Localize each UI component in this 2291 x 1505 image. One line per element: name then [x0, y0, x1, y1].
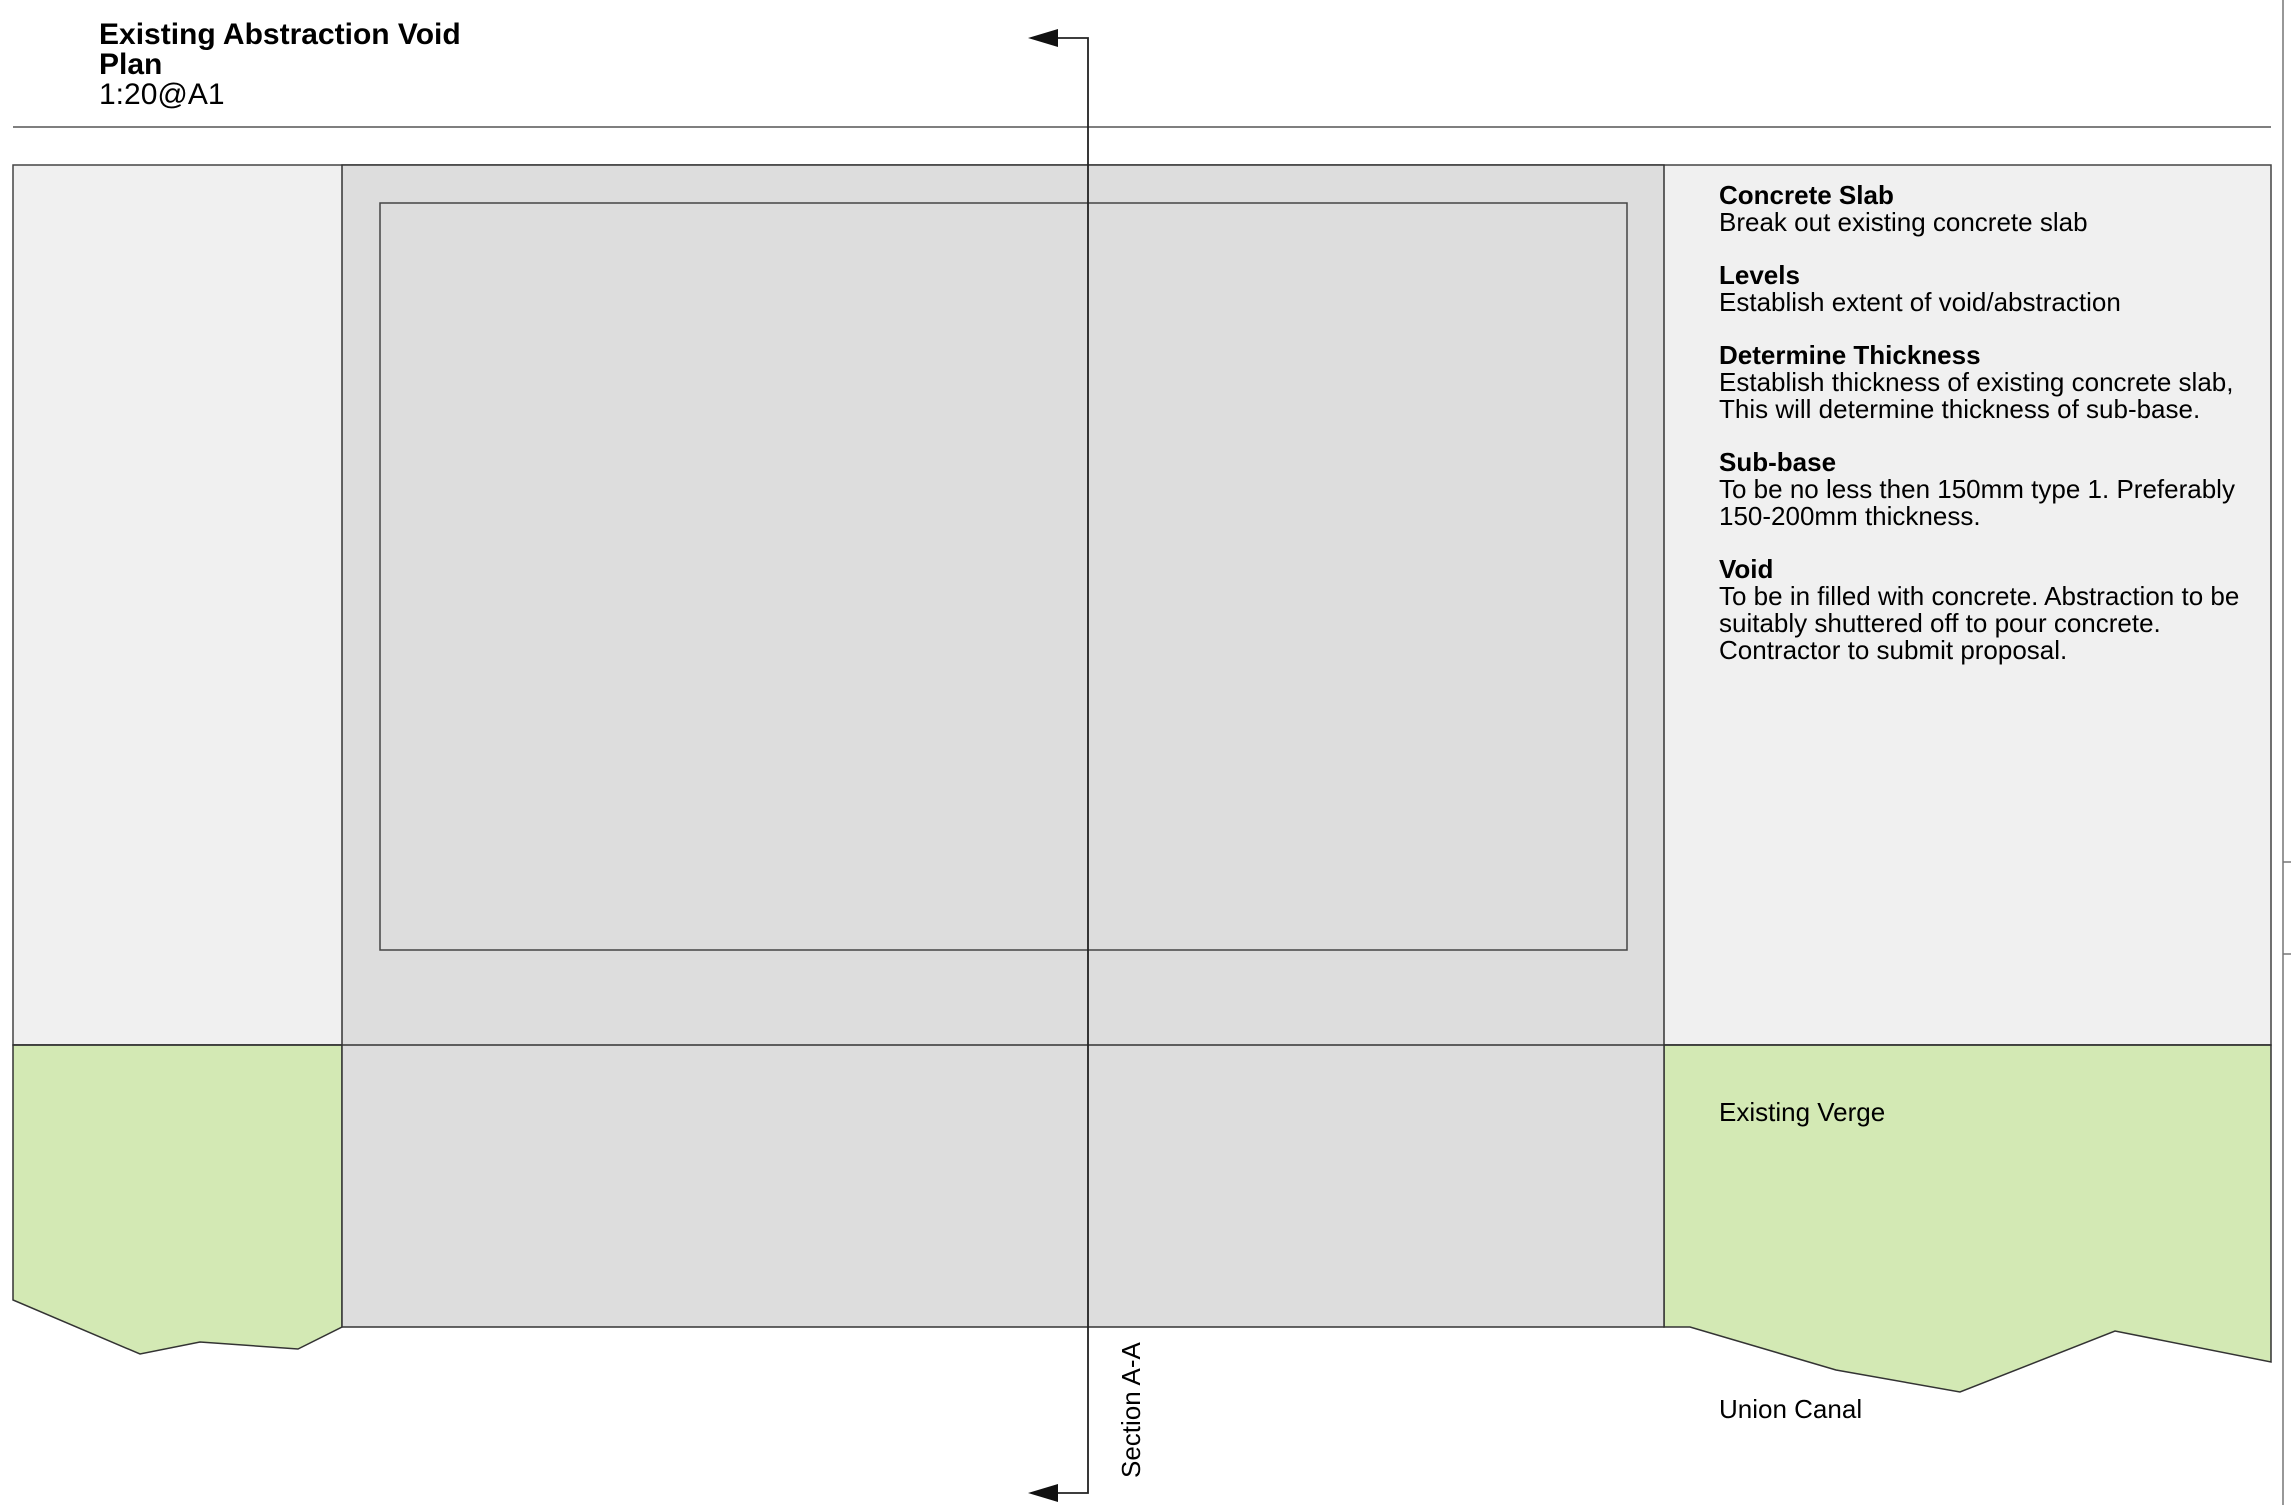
note-heading: Void [1719, 554, 1774, 584]
left-verge [12, 1044, 343, 1355]
note-text: Break out existing concrete slab [1719, 207, 2088, 237]
note-text: This will determine thickness of sub-bas… [1719, 394, 2201, 424]
note-heading: Determine Thickness [1719, 340, 1981, 370]
note-text: Contractor to submit proposal. [1719, 635, 2068, 665]
note-text: Establish thickness of existing concrete… [1719, 367, 2234, 397]
note-levels: Levels Establish extent of void/abstract… [1719, 262, 2279, 316]
note-void: Void To be in filled with concrete. Abst… [1719, 556, 2279, 664]
note-heading: Concrete Slab [1719, 180, 1894, 210]
note-heading: Sub-base [1719, 447, 1837, 477]
union-canal-label: Union Canal [1719, 1394, 1863, 1424]
concrete-slab [341, 164, 1665, 1328]
note-text: suitably shuttered off to pour concrete. [1719, 608, 2161, 638]
right-verge [1663, 1044, 2272, 1393]
note-concrete-slab: Concrete Slab Break out existing concret… [1719, 182, 2279, 236]
drawing-title-line2: Plan [99, 48, 163, 81]
note-determine-thickness: Determine Thickness Establish thickness … [1719, 342, 2279, 423]
section-cut-line [1058, 37, 1089, 1494]
section-label: Section A-A [1116, 1342, 1146, 1478]
notes-panel: Concrete Slab Break out existing concret… [1719, 182, 2279, 690]
note-text: To be no less then 150mm type 1. Prefera… [1719, 474, 2235, 504]
abstraction-void [379, 202, 1628, 951]
note-text: Establish extent of void/abstraction [1719, 287, 2121, 317]
existing-verge-label: Existing Verge [1719, 1097, 1886, 1127]
note-heading: Levels [1719, 260, 1800, 290]
section-arrow-top-icon [1028, 29, 1058, 47]
section-arrow-bottom-icon [1028, 1484, 1058, 1502]
note-text: To be in filled with concrete. Abstracti… [1719, 581, 2240, 611]
note-text: 150-200mm thickness. [1719, 501, 1981, 531]
note-sub-base: Sub-base To be no less then 150mm type 1… [1719, 449, 2279, 530]
drawing-title-block: Existing Abstraction Void Plan 1:20@A1 [99, 20, 461, 110]
drawing-scale: 1:20@A1 [99, 78, 225, 111]
drawing-title: Existing Abstraction Void [99, 18, 461, 51]
